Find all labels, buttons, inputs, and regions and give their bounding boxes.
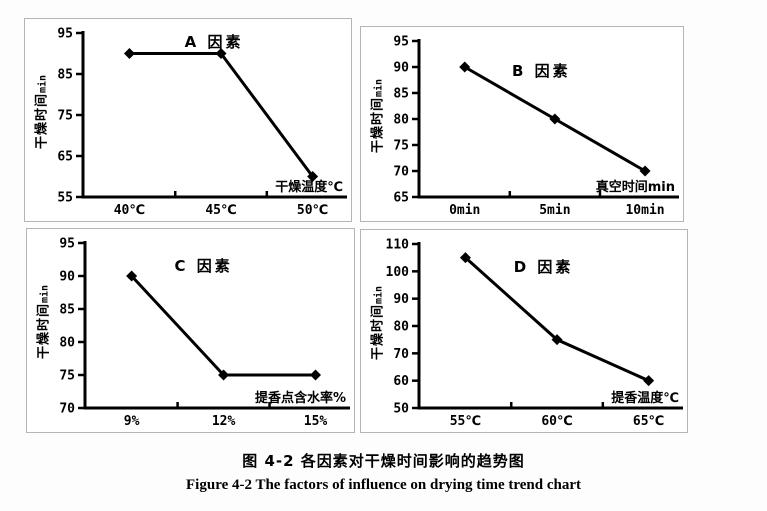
y-tick-label: 90 xyxy=(393,292,409,307)
x-tick-label: 50℃ xyxy=(297,203,328,218)
chart-b-y-axis-label: 干燥时间min xyxy=(367,79,386,153)
chart-d-y-axis-label-text: 干燥时间 xyxy=(370,303,386,360)
y-tick-label: 85 xyxy=(393,87,409,102)
y-tick-label: 75 xyxy=(393,139,409,154)
data-point-marker xyxy=(459,61,471,73)
chart-d-y-axis-label: 干燥时间min xyxy=(367,286,386,360)
x-tick-label: 60℃ xyxy=(541,414,572,429)
y-tick-label: 90 xyxy=(59,270,75,285)
axis-spines xyxy=(81,31,347,199)
chart-c-x-axis-label: 提香点含水率% xyxy=(254,391,346,406)
y-tick-label: 90 xyxy=(393,61,409,76)
chart-b-y-axis-label-text: 干燥时间 xyxy=(370,97,386,154)
chart-b-y-axis-unit: min xyxy=(373,79,385,98)
chart-b-x-axis-label: 真空时间min xyxy=(595,180,675,195)
chart-a-y-axis-label: 干燥时间min xyxy=(31,75,50,149)
figure-caption-chinese: 图 4-2 各因素对干燥时间影响的趋势图 xyxy=(242,452,525,470)
chart-panel-d-factor: 110 100 90 80 70 60 50 55℃ 60℃ 65℃ 干燥时间min D 因素 提… xyxy=(360,229,688,433)
y-tick-label: 60 xyxy=(393,374,409,389)
y-tick-label: 95 xyxy=(393,35,409,50)
y-tick-label: 85 xyxy=(59,303,75,318)
data-point-marker xyxy=(459,252,471,264)
y-tick-label: 110 xyxy=(386,238,410,253)
x-tick-label: 9% xyxy=(124,414,140,429)
x-tick-label: 45℃ xyxy=(205,203,236,218)
y-tick-label: 80 xyxy=(393,320,409,335)
chart-c-plot: 95 90 85 80 75 70 9% 12% 15% xyxy=(59,237,350,429)
data-point-marker xyxy=(643,375,655,387)
y-tick-label: 55 xyxy=(57,191,73,206)
chart-d-x-axis-label: 提香温度℃ xyxy=(611,391,679,406)
x-tick-label: 40℃ xyxy=(114,203,145,218)
x-tick-label: 55℃ xyxy=(450,414,481,429)
data-point-marker xyxy=(551,334,563,346)
data-line xyxy=(129,52,314,178)
x-tick-label: 15% xyxy=(304,414,328,429)
y-tick-label: 75 xyxy=(57,109,73,124)
y-tick-label: 80 xyxy=(393,113,409,128)
y-tick-label: 80 xyxy=(59,336,75,351)
chart-c-title: C 因素 xyxy=(174,257,233,275)
chart-a-plot: 95 85 75 65 55 40℃ 45℃ 50℃ xyxy=(57,27,347,218)
chart-a-x-axis-label: 干燥温度℃ xyxy=(275,180,343,195)
chart-panel-b-factor: 95 90 85 80 75 70 65 0min 5min 10min 干燥时间min B 因素… xyxy=(360,26,684,222)
chart-a-title: A 因素 xyxy=(184,33,244,51)
chart-b-title: B 因素 xyxy=(511,62,571,80)
data-point-marker xyxy=(123,48,135,59)
y-tick-label: 70 xyxy=(59,402,75,417)
x-tick-label: 5min xyxy=(539,203,570,218)
y-tick-label: 75 xyxy=(59,369,75,384)
figure-caption-english: Figure 4-2 The factors of influence on d… xyxy=(186,477,581,493)
chart-d-title: D 因素 xyxy=(513,258,574,276)
data-point-marker xyxy=(218,369,230,381)
chart-panel-c-factor: 95 90 85 80 75 70 9% 12% 15% 干燥时间min C 因素 提香点含水率… xyxy=(26,228,355,433)
y-tick-label: 70 xyxy=(393,347,409,362)
y-tick-label: 95 xyxy=(59,237,75,252)
chart-d-plot: 110 100 90 80 70 60 50 55℃ 60℃ 65℃ xyxy=(386,238,683,429)
y-tick-label: 50 xyxy=(393,402,409,417)
chart-c-y-axis-label-text: 干燥时间 xyxy=(36,303,52,360)
y-tick-label: 65 xyxy=(57,150,73,165)
data-point-marker xyxy=(310,369,322,381)
y-tick-label: 100 xyxy=(386,265,410,280)
chart-a-y-axis-label-text: 干燥时间 xyxy=(34,92,50,149)
chart-b-plot: 95 90 85 80 75 70 65 0min 5min 10min xyxy=(393,35,679,218)
chart-c-y-axis-label: 干燥时间min xyxy=(33,285,52,359)
chart-panel-a-factor: 95 85 75 65 55 40℃ 45℃ 50℃ 干燥时间min A 因素 干燥温度℃ xyxy=(24,18,352,222)
chart-c-y-axis-unit: min xyxy=(39,285,51,304)
x-tick-label: 0min xyxy=(449,203,480,218)
data-point-marker xyxy=(307,171,319,182)
data-point-marker xyxy=(639,165,651,177)
data-point-marker xyxy=(215,48,227,59)
y-tick-label: 85 xyxy=(57,68,73,83)
x-tick-label: 12% xyxy=(212,414,236,429)
chart-d-y-axis-unit: min xyxy=(373,285,385,304)
data-point-marker xyxy=(549,113,561,125)
y-tick-label: 95 xyxy=(57,27,73,42)
x-tick-label: 10min xyxy=(625,203,664,218)
y-tick-label: 70 xyxy=(393,165,409,180)
chart-a-y-axis-unit: min xyxy=(37,74,49,93)
y-tick-label: 65 xyxy=(393,191,409,206)
data-line xyxy=(130,274,316,377)
x-tick-label: 65℃ xyxy=(633,414,664,429)
